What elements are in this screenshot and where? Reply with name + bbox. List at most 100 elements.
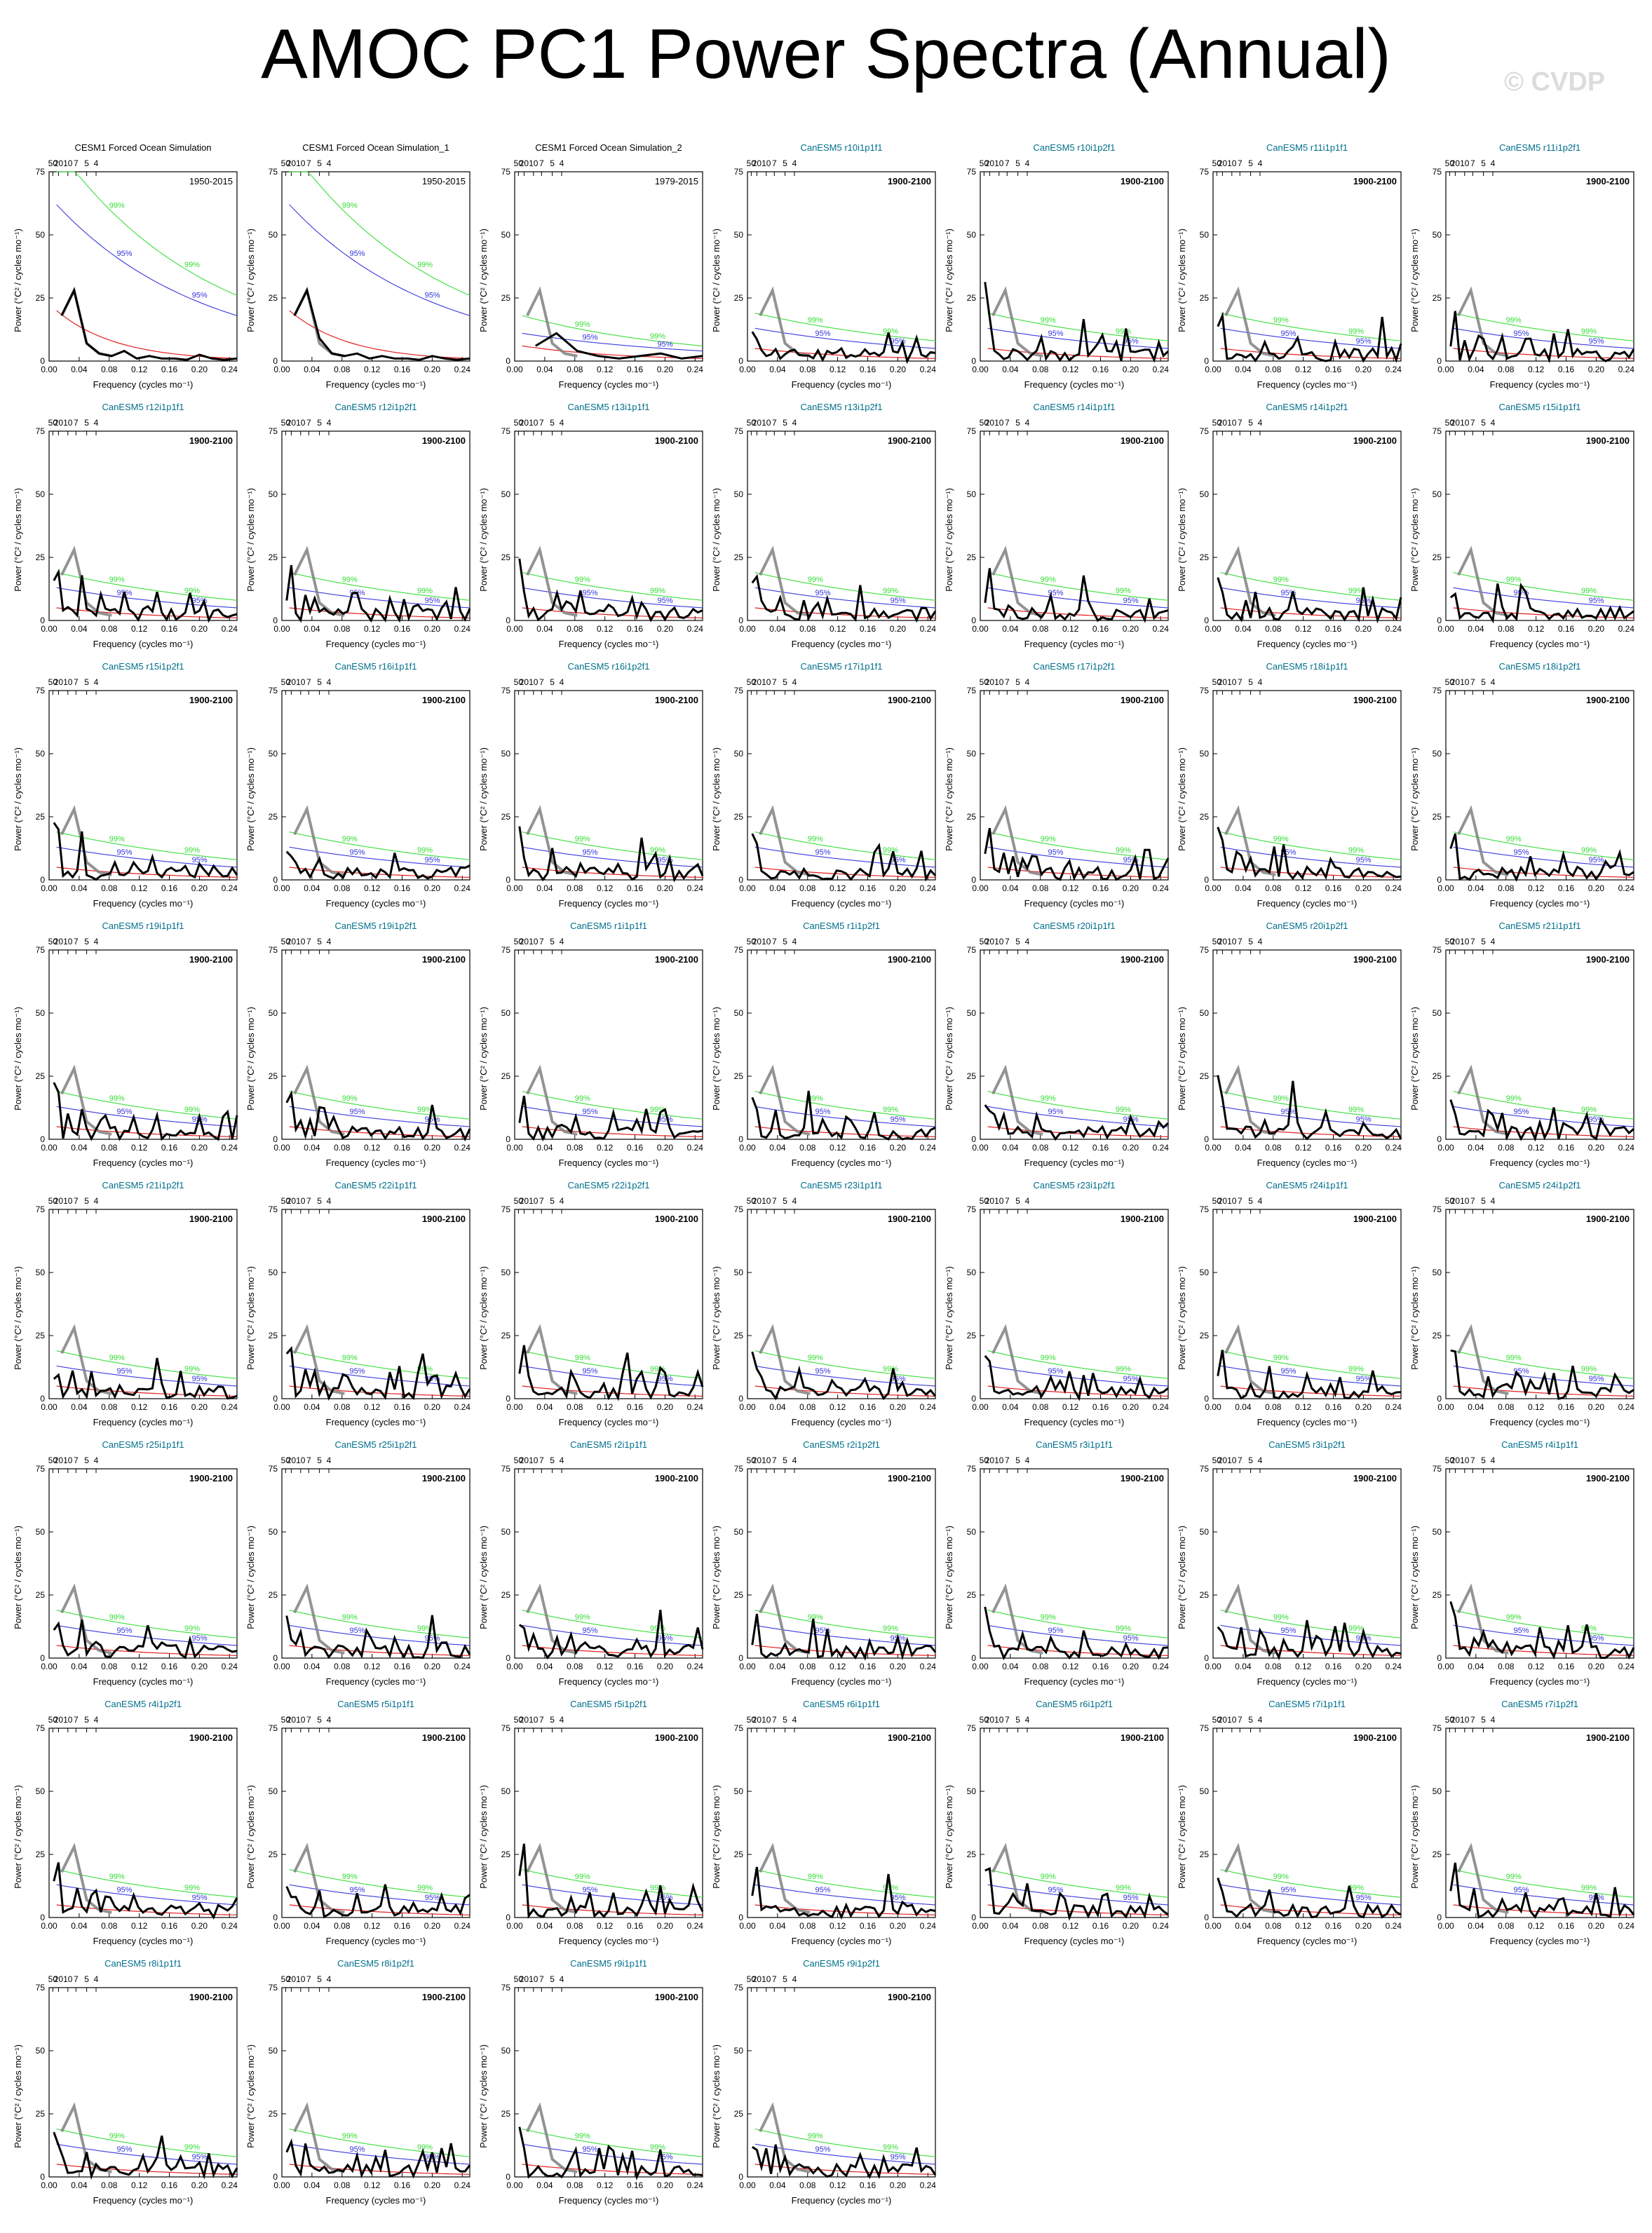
sig99-curve-label: 99% [417,1106,433,1114]
sig99-curve-label: 99% [1581,1365,1597,1373]
y-tick-label: 50 [1200,230,1210,240]
power-spectrum-line [1449,583,1634,624]
y-axis-label: Power (°C² / cycles mo⁻¹) [1409,1785,1420,1889]
y-axis-label: Power (°C² / cycles mo⁻¹) [13,488,23,592]
y-tick-label: 25 [734,1331,744,1341]
y-tick-label: 75 [36,1204,46,1214]
y-tick-label: 50 [501,230,511,240]
red-noise-curve [522,2164,703,2175]
x-tick-label: 0.00 [1205,1921,1221,1931]
top-tick-label: 50 [48,937,58,946]
top-tick-label: 7 [74,937,79,946]
power-spectrum-line [751,1613,937,1661]
x-tick-label: 0.08 [1032,1402,1049,1412]
x-tick-label: 0.00 [972,1921,989,1931]
x-tick-label: 0.20 [1588,1662,1605,1671]
x-tick-label: 0.16 [1325,1402,1342,1412]
sig95-curve [1453,587,1634,609]
sig95-curve-label: 95% [192,856,208,864]
top-tick-label: 20 [1218,937,1228,946]
x-tick-label: 0.00 [972,1402,989,1412]
sig99-curve-label: 99% [1041,1354,1056,1362]
sig95-curve-label: 95% [1280,1108,1296,1116]
red-noise-curve [289,2164,470,2175]
y-axis-label: Power (°C² / cycles mo⁻¹) [1409,488,1420,592]
period-label: 1900-2100 [888,176,931,186]
x-tick-label: 0.20 [890,624,907,634]
y-axis-label: Power (°C² / cycles mo⁻¹) [711,747,722,851]
y-tick-label: 75 [967,945,977,955]
top-tick-label: 5 [783,937,787,946]
x-axis-label: Frequency (cycles mo⁻¹) [559,898,659,909]
x-tick-label: 0.04 [71,1143,88,1153]
reference-spectrum [991,545,1043,617]
top-tick-label: 7 [306,937,311,946]
sig99-curve [522,572,703,601]
y-tick-label: 75 [1200,1723,1210,1733]
y-tick-label: 0 [971,616,976,625]
y-axis-label: Power (°C² / cycles mo⁻¹) [944,1007,954,1111]
x-axis-label: Frequency (cycles mo⁻¹) [1024,1676,1125,1687]
y-tick-label: 0 [1437,356,1442,366]
y-tick-label: 25 [36,812,46,822]
x-tick-label: 0.04 [1002,1143,1019,1153]
y-axis-label: Power (°C² / cycles mo⁻¹) [13,2044,23,2148]
red-noise-curve [289,867,470,878]
x-axis-label: Frequency (cycles mo⁻¹) [559,1158,659,1168]
x-tick-label: 0.16 [1325,1921,1342,1931]
top-tick-label: 10 [296,1196,306,1206]
sig95-curve-label: 95% [116,1627,132,1635]
y-axis-label: Power (°C² / cycles mo⁻¹) [478,747,489,851]
red-noise-curve [289,1904,470,1915]
sig95-curve [56,587,238,609]
panel-title: CanESM5 r24i1p2f1 [1498,1180,1580,1190]
y-tick-label: 75 [36,1723,46,1733]
sig99-curve-label: 99% [883,1365,898,1373]
sig95-curve-label: 95% [815,1367,830,1376]
y-tick-label: 0 [1437,1913,1442,1922]
x-tick-label: 0.00 [273,1402,290,1412]
x-tick-label: 0.24 [1618,1143,1635,1153]
y-tick-label: 50 [734,489,744,499]
sig99-curve [1220,1869,1402,1898]
top-tick-label: 5 [84,677,89,687]
top-tick-label: 4 [560,677,564,687]
x-tick-label: 0.24 [920,1662,937,1671]
x-tick-label: 0.00 [1437,883,1454,893]
top-tick-label: 50 [48,1715,58,1725]
x-tick-label: 0.16 [627,1921,644,1931]
y-tick-label: 75 [967,1723,977,1733]
y-tick-label: 75 [1433,686,1442,695]
panel-title: CanESM5 r15i1p2f1 [102,661,184,672]
top-tick-label: 20 [54,158,64,168]
y-tick-label: 25 [1433,1849,1442,1859]
y-tick-label: 50 [1200,749,1210,759]
top-tick-label: 20 [54,677,64,687]
top-tick-label: 20 [520,158,529,168]
top-tick-label: 20 [985,1455,995,1465]
sig95-curve-label: 95% [1513,330,1529,338]
x-tick-label: 0.24 [222,365,238,374]
reference-spectrum [60,1842,112,1914]
y-tick-label: 25 [501,2109,511,2119]
top-tick-label: 10 [1460,418,1470,428]
y-tick-label: 0 [1204,616,1209,625]
x-tick-label: 0.08 [101,1921,118,1931]
sig95-curve [522,1624,703,1646]
sig99-curve-label: 99% [1116,1884,1131,1892]
x-tick-label: 0.04 [71,1402,88,1412]
plot-frame [980,1209,1169,1399]
top-tick-label: 7 [1238,1196,1243,1206]
top-tick-label: 10 [63,158,73,168]
period-label: 1900-2100 [189,1214,233,1224]
top-tick-label: 7 [772,1974,777,1984]
x-tick-label: 0.16 [1558,1402,1575,1412]
top-tick-label: 10 [63,937,73,946]
top-tick-label: 20 [1451,1715,1461,1725]
sig99-curve [1453,313,1634,341]
y-tick-label: 0 [738,1394,743,1404]
panel-title: CanESM5 r4i1p2f1 [104,1699,182,1709]
top-tick-label: 5 [1481,1715,1486,1725]
y-tick-label: 50 [967,1268,977,1277]
x-tick-label: 0.04 [1235,365,1252,374]
